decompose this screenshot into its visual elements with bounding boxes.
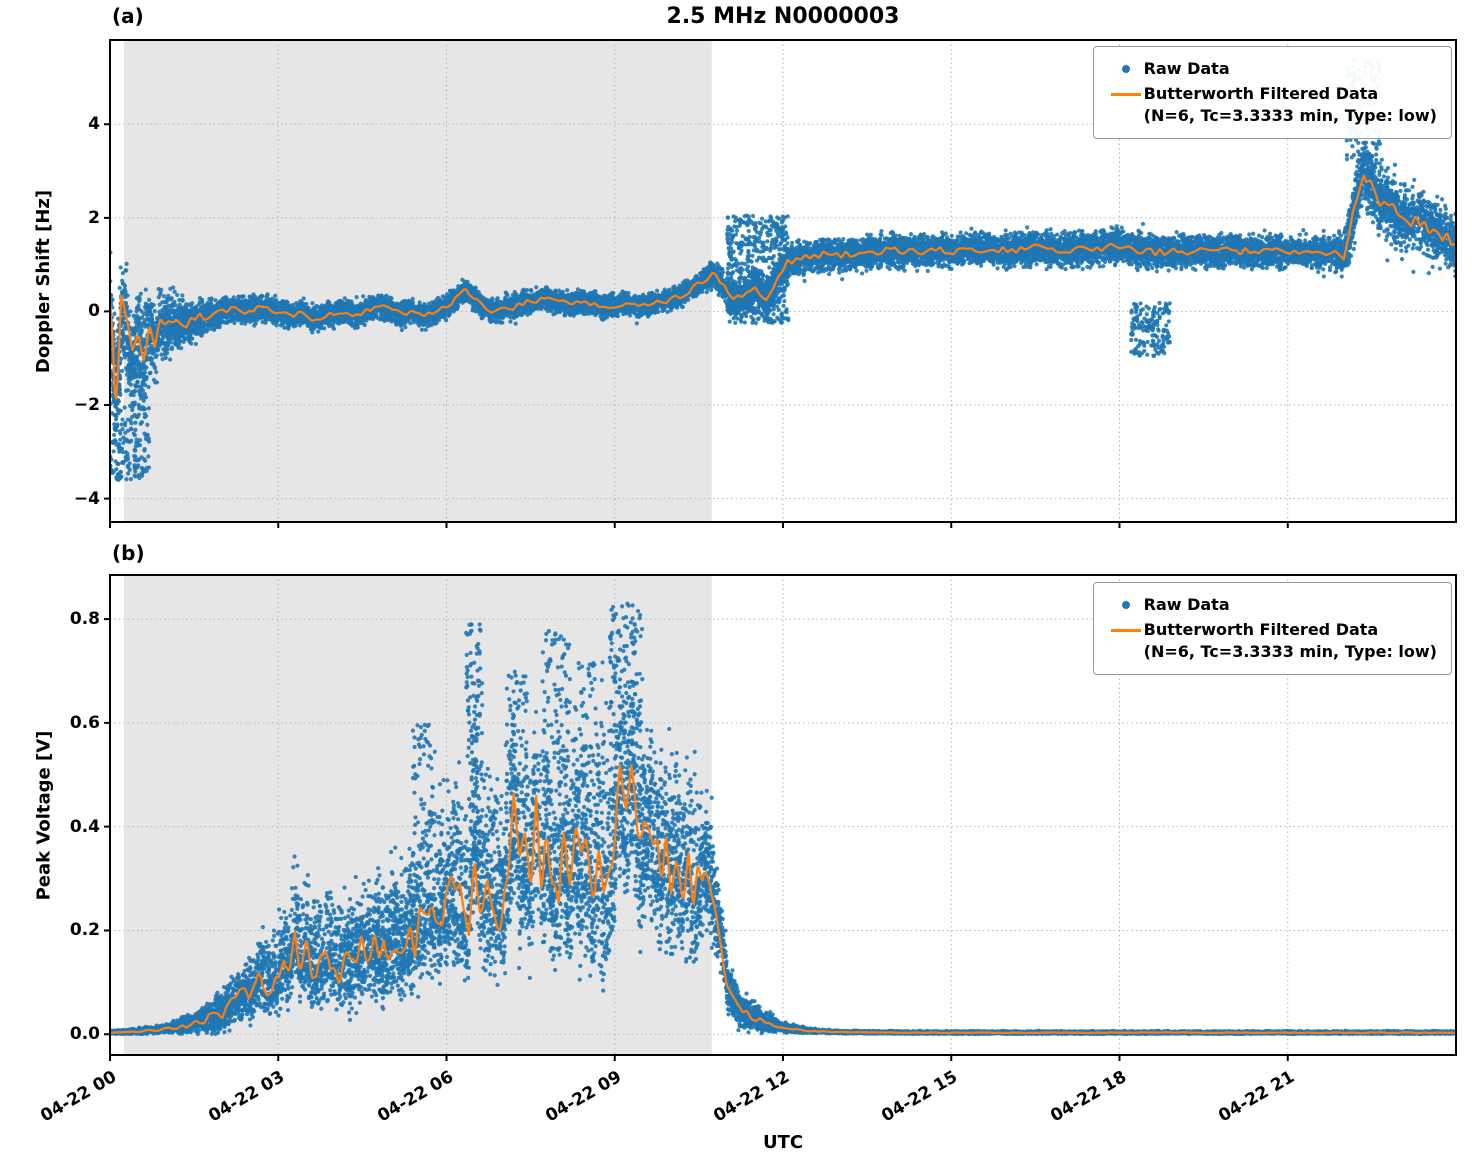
y-axis-label-voltage: Peak Voltage [V] — [33, 730, 55, 900]
x-tick-label: 04-22 09 — [542, 1067, 625, 1127]
y-tick-label: 0.8 — [69, 609, 100, 630]
legend-raw-label: Raw Data — [1143, 595, 1230, 614]
legend-filtered-label-line2: (N=6, Tc=3.3333 min, Type: low) — [1143, 642, 1437, 661]
x-tick-label: 04-22 18 — [1046, 1067, 1130, 1127]
legend-row-filtered: Butterworth Filtered Data (N=6, Tc=3.333… — [1108, 619, 1437, 663]
y-tick-label: −4 — [73, 488, 100, 509]
x-tick-label: 04-22 06 — [373, 1067, 457, 1127]
legend-panel-a: Raw Data Butterworth Filtered Data (N=6,… — [1092, 46, 1452, 139]
raw-data-dot-icon — [1121, 65, 1130, 73]
legend-row-raw: Raw Data — [1108, 594, 1437, 616]
filtered-marker-col — [1108, 619, 1144, 641]
y-tick-label: 0.4 — [69, 816, 100, 837]
legend-filtered-label-line2: (N=6, Tc=3.3333 min, Type: low) — [1143, 106, 1437, 125]
y-tick-label: 4 — [88, 114, 100, 135]
legend-row-filtered: Butterworth Filtered Data (N=6, Tc=3.333… — [1108, 83, 1437, 127]
y-tick-label: 0.0 — [69, 1024, 100, 1045]
y-tick-label: 2 — [88, 207, 100, 228]
x-tick-label: 04-22 00 — [37, 1067, 120, 1127]
y-axis-label-voltage-wrap: Peak Voltage [V] — [22, 575, 66, 1055]
x-tick-label: 04-22 15 — [878, 1067, 962, 1127]
chart-title: 2.5 MHz N0000003 — [666, 4, 900, 29]
x-axis-label: UTC — [762, 1132, 804, 1153]
y-tick-label: 0.6 — [69, 712, 100, 733]
legend-filtered-label-line1: Butterworth Filtered Data — [1143, 84, 1379, 103]
x-tick-label: 04-22 12 — [710, 1067, 793, 1127]
panel-b-tag: (b) — [112, 541, 145, 565]
filtered-marker-col — [1108, 83, 1144, 105]
y-tick-label: 0 — [88, 301, 100, 322]
legend-panel-b: Raw Data Butterworth Filtered Data (N=6,… — [1092, 582, 1452, 675]
filtered-line-icon — [1110, 628, 1141, 632]
raw-marker-col — [1108, 58, 1144, 80]
legend-row-raw: Raw Data — [1108, 58, 1437, 80]
filtered-line-icon — [1110, 92, 1141, 96]
raw-data-dot-icon — [1121, 601, 1130, 609]
y-axis-label-doppler-wrap: Doppler Shift [Hz] — [22, 40, 66, 522]
legend-raw-label: Raw Data — [1143, 59, 1230, 78]
x-tick-label: 04-22 21 — [1215, 1067, 1298, 1127]
raw-marker-col — [1108, 594, 1144, 616]
x-tick-label: 04-22 03 — [205, 1067, 289, 1127]
y-tick-label: 0.2 — [69, 920, 100, 941]
legend-filtered-label: Butterworth Filtered Data (N=6, Tc=3.333… — [1144, 83, 1437, 127]
y-tick-label: −2 — [73, 395, 100, 415]
panel-a-tag: (a) — [112, 4, 144, 28]
legend-filtered-label-line1: Butterworth Filtered Data — [1143, 620, 1379, 639]
legend-filtered-label: Butterworth Filtered Data (N=6, Tc=3.333… — [1144, 619, 1437, 663]
